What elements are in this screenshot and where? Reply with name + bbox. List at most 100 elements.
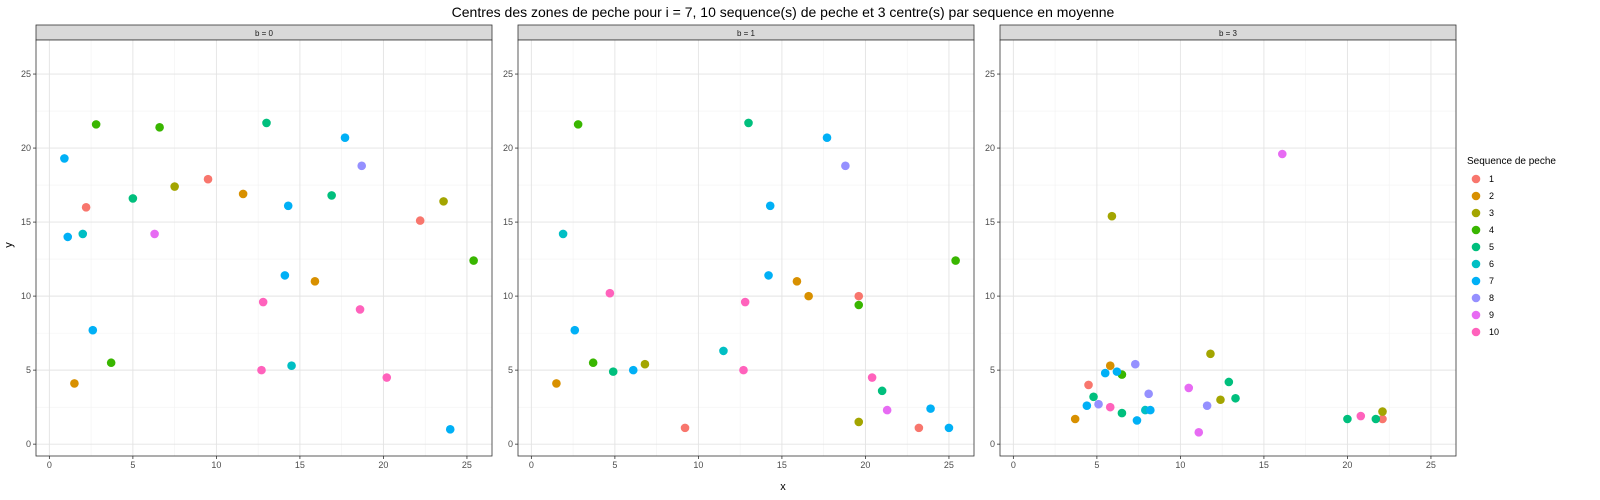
data-point-seq-10 bbox=[355, 305, 365, 314]
data-point-seq-5 bbox=[1343, 414, 1352, 424]
legend-item: 5 bbox=[1471, 242, 1494, 252]
data-point-seq-7 bbox=[944, 423, 954, 433]
data-point-seq-9 bbox=[1277, 149, 1287, 159]
legend-item: 4 bbox=[1471, 225, 1494, 235]
legend-key bbox=[1471, 310, 1481, 320]
data-point-seq-10 bbox=[739, 365, 748, 375]
x-tick-label: 5 bbox=[612, 460, 617, 470]
legend-item: 7 bbox=[1471, 276, 1494, 286]
y-tick-label: 0 bbox=[508, 439, 513, 449]
legend-key bbox=[1471, 276, 1481, 286]
data-point-seq-6 bbox=[558, 229, 568, 239]
y-tick-label: 25 bbox=[21, 69, 31, 79]
y-tick-label: 15 bbox=[503, 217, 513, 227]
data-point-seq-7 bbox=[1100, 368, 1110, 378]
legend-label: 3 bbox=[1489, 208, 1494, 218]
data-point-seq-7 bbox=[765, 201, 775, 211]
data-point-seq-10 bbox=[740, 297, 750, 307]
legend-item: 3 bbox=[1471, 208, 1494, 218]
data-point-seq-10 bbox=[867, 373, 877, 382]
data-point-seq-3 bbox=[439, 197, 448, 206]
legend-label: 5 bbox=[1489, 242, 1494, 252]
data-point-seq-10 bbox=[1105, 402, 1115, 412]
data-point-seq-2 bbox=[1105, 361, 1115, 370]
data-point-seq-3 bbox=[1206, 349, 1215, 359]
x-tick-label: 10 bbox=[1175, 460, 1185, 470]
data-point-seq-6 bbox=[78, 229, 88, 239]
x-tick-label: 20 bbox=[378, 460, 388, 470]
data-point-seq-7 bbox=[570, 325, 580, 335]
data-point-seq-7 bbox=[1082, 401, 1092, 410]
x-tick-label: 25 bbox=[944, 460, 954, 470]
data-point-seq-4 bbox=[951, 256, 960, 265]
data-point-seq-8 bbox=[1144, 389, 1153, 399]
data-point-seq-9 bbox=[150, 229, 159, 239]
data-point-seq-7 bbox=[283, 201, 293, 211]
data-point-seq-3 bbox=[1378, 407, 1387, 416]
legend-key bbox=[1471, 242, 1481, 252]
plot-background bbox=[1000, 40, 1456, 456]
data-point-seq-7 bbox=[926, 404, 935, 413]
data-point-seq-2 bbox=[238, 189, 248, 199]
data-point-seq-10 bbox=[257, 365, 266, 375]
panel-border bbox=[999, 39, 1457, 457]
panel-border bbox=[35, 39, 493, 457]
data-point-seq-1 bbox=[81, 202, 91, 212]
data-point-seq-2 bbox=[792, 277, 802, 286]
facet-panel-1: b = 1 0 5 10 15 20 25 0 5 10 15 20 25 bbox=[503, 24, 975, 470]
legend-label: 9 bbox=[1489, 310, 1494, 320]
y-tick-label: 10 bbox=[21, 291, 31, 301]
legend-item: 2 bbox=[1471, 191, 1494, 201]
legend-key bbox=[1471, 174, 1481, 184]
facet-strip-label: b = 3 bbox=[1219, 29, 1238, 38]
data-point-seq-2 bbox=[310, 277, 320, 286]
y-tick-label: 5 bbox=[508, 365, 513, 375]
data-point-seq-8 bbox=[1202, 401, 1212, 410]
data-point-seq-4 bbox=[469, 256, 478, 265]
data-point-seq-7 bbox=[764, 271, 773, 280]
legend-label: 7 bbox=[1489, 276, 1494, 286]
data-point-seq-7 bbox=[63, 232, 73, 242]
x-tick-label: 25 bbox=[1426, 460, 1436, 470]
legend-key bbox=[1471, 293, 1481, 303]
legend-label: 1 bbox=[1489, 174, 1494, 184]
plot-background bbox=[36, 40, 492, 456]
data-point-seq-7 bbox=[1146, 405, 1155, 415]
y-tick-label: 25 bbox=[985, 69, 995, 79]
x-tick-label: 15 bbox=[777, 460, 787, 470]
data-point-seq-7 bbox=[1112, 367, 1122, 376]
plot-background bbox=[518, 40, 974, 456]
data-point-seq-6 bbox=[719, 346, 728, 356]
data-point-seq-6 bbox=[287, 361, 296, 370]
data-point-seq-2 bbox=[804, 291, 813, 301]
y-tick-label: 5 bbox=[990, 365, 995, 375]
x-tick-label: 10 bbox=[693, 460, 703, 470]
data-point-seq-3 bbox=[170, 182, 179, 191]
data-point-seq-4 bbox=[573, 120, 583, 129]
data-point-seq-7 bbox=[60, 154, 69, 163]
data-point-seq-5 bbox=[1224, 377, 1234, 387]
data-point-seq-9 bbox=[1194, 428, 1204, 437]
data-point-seq-4 bbox=[106, 358, 116, 368]
facet-panel-2: b = 3 0 5 10 15 20 25 0 5 10 15 20 25 bbox=[985, 24, 1457, 470]
legend-item: 1 bbox=[1471, 174, 1494, 184]
data-point-seq-2 bbox=[552, 379, 561, 388]
data-point-seq-2 bbox=[70, 379, 79, 388]
y-tick-label: 20 bbox=[503, 143, 513, 153]
x-tick-label: 20 bbox=[1342, 460, 1352, 470]
data-point-seq-5 bbox=[1371, 414, 1381, 424]
x-tick-label: 0 bbox=[529, 460, 534, 470]
y-tick-label: 10 bbox=[503, 291, 513, 301]
legend-label: 6 bbox=[1489, 259, 1494, 269]
data-point-seq-5 bbox=[128, 194, 138, 203]
legend-label: 2 bbox=[1489, 191, 1494, 201]
data-point-seq-3 bbox=[1216, 395, 1225, 405]
legend-key bbox=[1471, 208, 1481, 218]
facet-strip-label: b = 1 bbox=[737, 29, 756, 38]
data-point-seq-8 bbox=[841, 161, 850, 171]
data-point-seq-3 bbox=[1107, 211, 1117, 221]
legend-title: Sequence de peche bbox=[1467, 156, 1556, 167]
y-tick-label: 15 bbox=[21, 217, 31, 227]
data-point-seq-1 bbox=[1084, 380, 1093, 390]
